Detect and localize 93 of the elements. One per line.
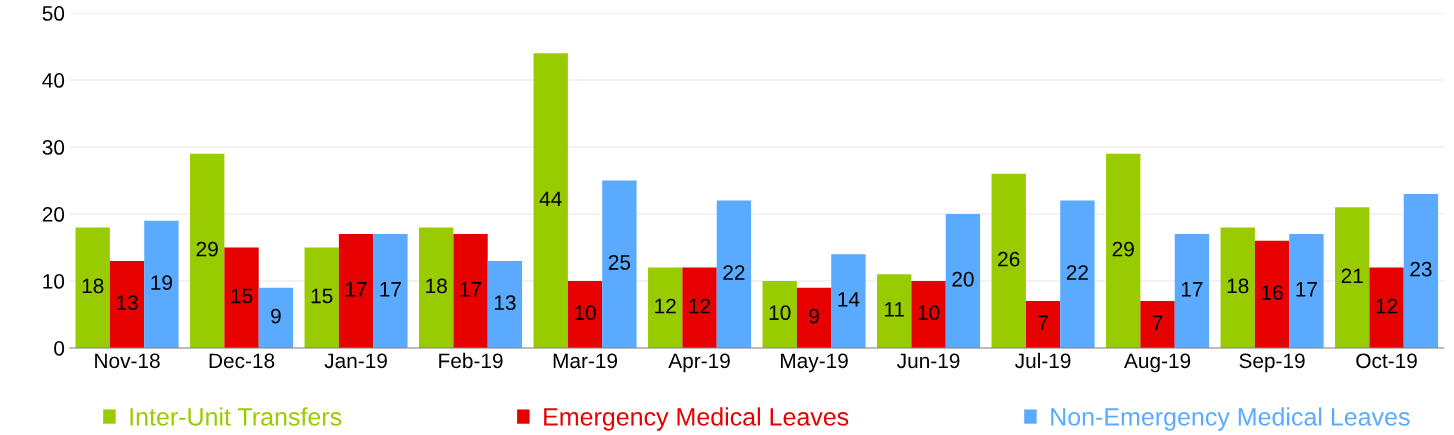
x-tick-label: Dec-18 <box>209 353 275 369</box>
data-label: 7 <box>1038 315 1048 330</box>
data-label: 9 <box>809 308 819 324</box>
x-tick-label: Oct-19 <box>1356 353 1417 369</box>
bar <box>762 281 797 348</box>
bar <box>682 267 717 348</box>
bar <box>991 173 1026 348</box>
bar <box>1220 227 1255 348</box>
bar <box>716 200 752 348</box>
x-tick-label: May-19 <box>781 353 848 373</box>
data-label: 11 <box>884 302 905 317</box>
y-tick-label: 50 <box>42 6 65 21</box>
x-tick-label: Nov-18 <box>95 353 160 369</box>
data-label: 18 <box>82 278 104 294</box>
bar <box>911 281 946 348</box>
data-label: 13 <box>117 295 138 311</box>
bar <box>533 53 568 348</box>
data-label: 12 <box>655 298 676 314</box>
data-label: 18 <box>426 278 447 294</box>
x-tick-label: Jul-19 <box>1015 352 1071 369</box>
bar <box>453 234 488 348</box>
data-label: 10 <box>575 305 596 321</box>
bar <box>831 254 866 348</box>
data-label: 29 <box>1112 241 1134 257</box>
bar <box>1106 153 1141 348</box>
x-tick-label: Mar-19 <box>553 353 618 369</box>
bar <box>109 260 145 348</box>
data-label: 17 <box>460 282 482 297</box>
bar <box>602 180 637 348</box>
data-label: 7 <box>1152 315 1163 330</box>
x-tick-label: Feb-19 <box>439 352 503 369</box>
y-tick-label: 30 <box>42 140 65 155</box>
data-label: 13 <box>494 295 516 311</box>
data-label: 12 <box>1376 298 1398 314</box>
data-label: 14 <box>838 292 860 307</box>
data-label: 10 <box>918 305 940 321</box>
bar <box>648 267 683 348</box>
bar <box>1254 240 1290 348</box>
data-label: 44 <box>539 191 562 207</box>
data-label: 22 <box>1066 265 1088 280</box>
x-tick-label: Sep-19 <box>1239 353 1305 373</box>
data-label: 26 <box>998 251 1020 267</box>
data-label: 16 <box>1262 285 1283 300</box>
legend-label: Emergency Medical Leaves <box>544 407 849 431</box>
data-label: 20 <box>952 271 974 287</box>
bar <box>1335 207 1370 348</box>
bar <box>304 247 339 348</box>
data-label: 17 <box>346 282 367 297</box>
x-tick-label: Jan-19 <box>324 353 387 369</box>
x-tick-label: Aug-19 <box>1124 353 1191 373</box>
data-label: 10 <box>769 305 791 321</box>
data-label: 18 <box>1227 278 1249 294</box>
data-label: 23 <box>1410 261 1432 277</box>
data-label: 19 <box>151 275 172 290</box>
bar <box>1060 200 1095 348</box>
bar <box>796 287 832 348</box>
bar <box>144 220 179 348</box>
bar <box>1369 267 1404 348</box>
bar <box>945 214 981 348</box>
data-label: 21 <box>1341 268 1363 284</box>
bar <box>487 260 523 348</box>
legend-label: Non-Emergency Medical Leaves <box>1051 407 1410 431</box>
bar <box>1403 193 1439 348</box>
bar <box>1174 234 1210 348</box>
bar <box>1140 301 1175 348</box>
bar <box>75 227 110 348</box>
data-label: 22 <box>723 265 745 280</box>
data-label: 12 <box>689 298 711 314</box>
bar <box>373 234 408 348</box>
x-tick-label: Jun-19 <box>897 353 960 369</box>
x-tick-label: Apr-19 <box>668 353 730 373</box>
data-label: 17 <box>1296 282 1317 297</box>
bar <box>1289 234 1324 348</box>
bar <box>338 234 374 348</box>
data-label: 29 <box>196 241 218 257</box>
bar <box>567 281 603 348</box>
bar <box>190 153 225 348</box>
y-tick-label: 0 <box>54 341 65 356</box>
data-label: 15 <box>231 288 253 304</box>
data-label: 15 <box>311 288 333 304</box>
y-tick-label: 10 <box>43 274 65 289</box>
bar <box>1025 301 1061 348</box>
bar <box>258 287 294 348</box>
data-label: 25 <box>608 255 631 270</box>
bar <box>877 274 912 348</box>
bar <box>419 227 454 348</box>
y-tick-label: 20 <box>42 207 65 222</box>
y-tick-label: 40 <box>42 73 65 88</box>
legend-label: Inter-Unit Transfers <box>130 407 342 426</box>
data-label: 17 <box>1181 282 1203 297</box>
bar <box>224 247 259 348</box>
data-label: 17 <box>380 282 401 297</box>
data-label: 9 <box>271 308 281 324</box>
